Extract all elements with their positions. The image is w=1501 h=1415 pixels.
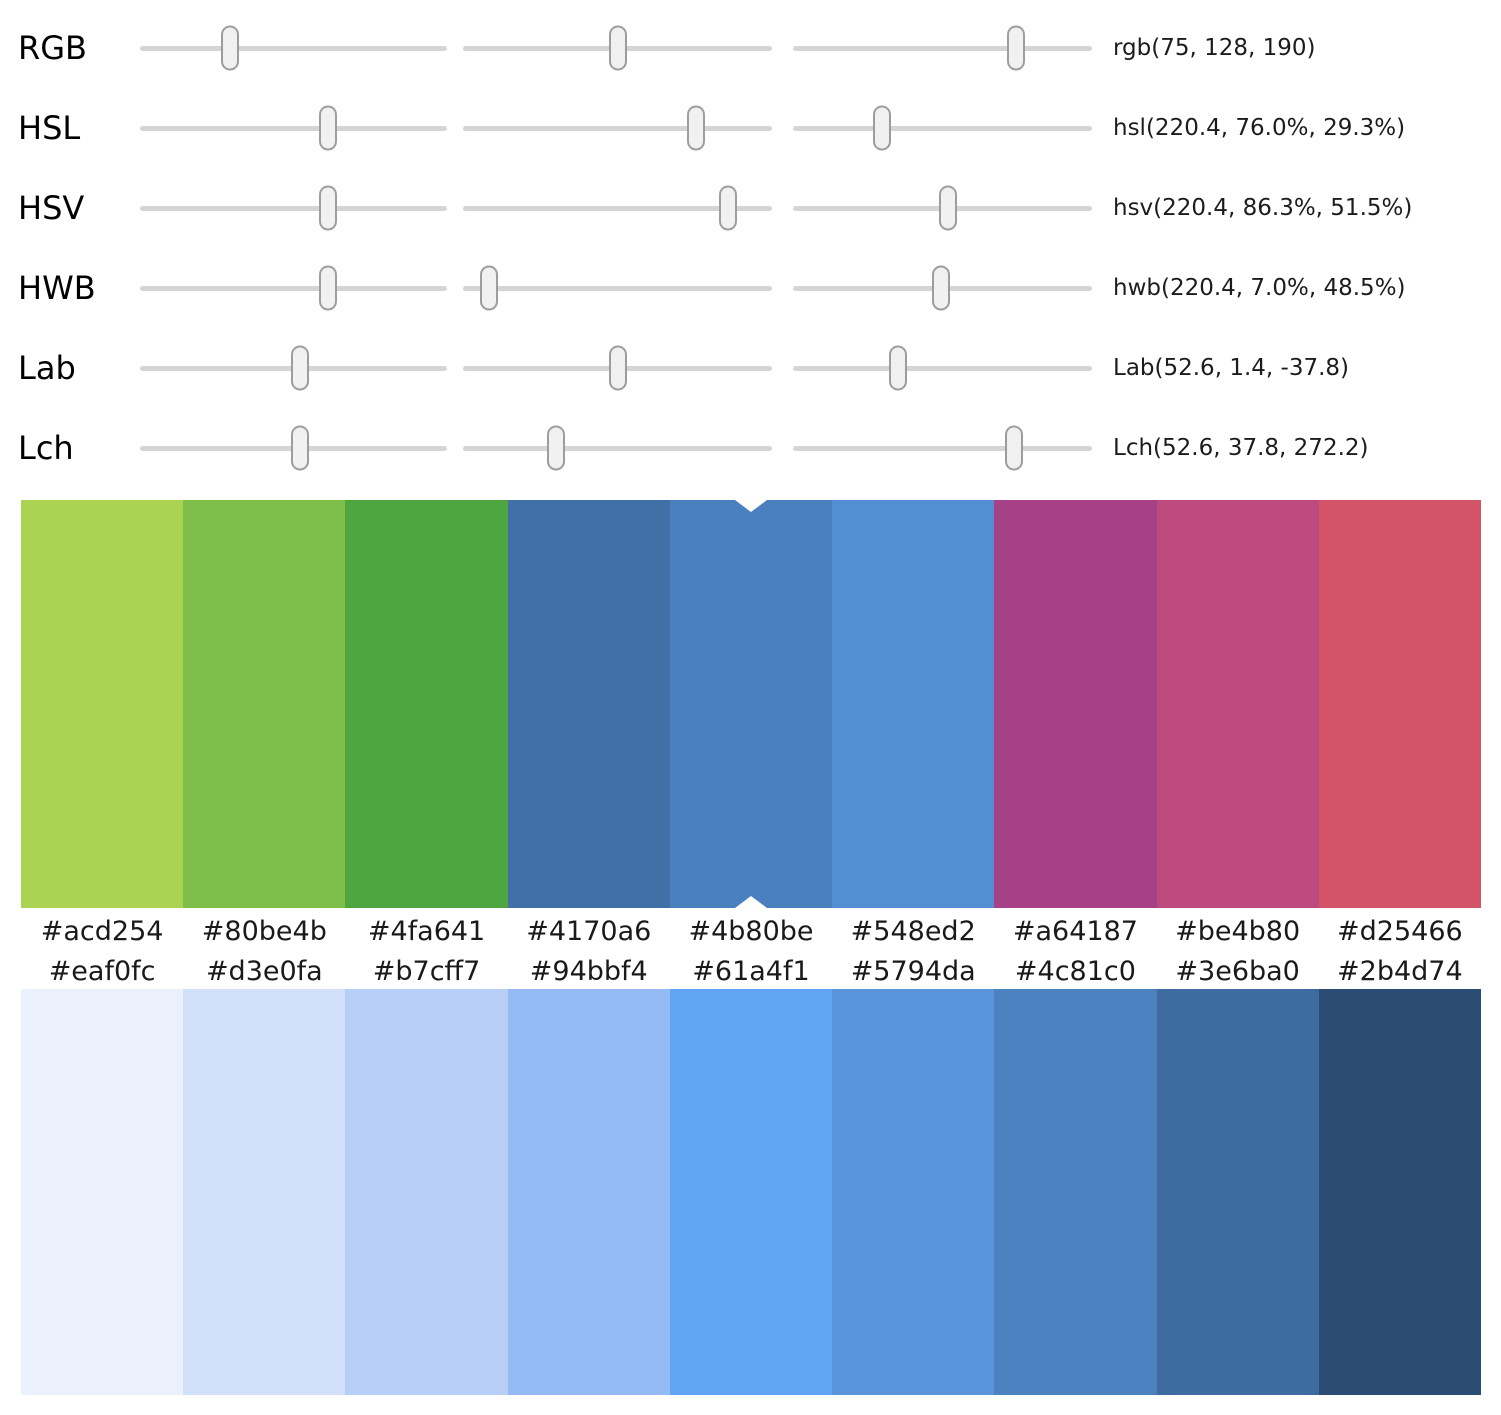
slider-row-hwb: HWB hwb(220.4, 7.0%, 48.5%) bbox=[0, 248, 1501, 328]
hsv-s-slider-track[interactable] bbox=[463, 185, 772, 231]
hex-label: #94bbf4 bbox=[529, 956, 648, 987]
slider-panel: RGB rgb(75, 128, 190) HSL hsl(220 bbox=[0, 0, 1501, 488]
slider-value-readout: Lab(52.6, 1.4, -37.8) bbox=[1113, 355, 1349, 381]
hwb-b-slider-track[interactable] bbox=[793, 265, 1092, 311]
slider-thumb[interactable] bbox=[719, 185, 738, 231]
hue-palette-labels: #acd254 #80be4b #4fa641 #4170a6 #4b80be … bbox=[21, 908, 1481, 954]
hsv-v-slider-track[interactable] bbox=[793, 185, 1092, 231]
lightness-swatch[interactable] bbox=[345, 989, 508, 1395]
slider-thumb[interactable] bbox=[932, 265, 950, 311]
slider-row-lab: Lab Lab(52.6, 1.4, -37.8) bbox=[0, 328, 1501, 408]
slider-thumb[interactable] bbox=[546, 425, 565, 471]
hue-swatch[interactable] bbox=[21, 500, 184, 908]
lightness-swatch[interactable] bbox=[21, 989, 184, 1395]
hex-label: #4fa641 bbox=[367, 915, 486, 947]
slider-row-label: RGB bbox=[18, 29, 87, 67]
hue-swatch[interactable] bbox=[1318, 500, 1481, 908]
hue-swatch[interactable] bbox=[345, 500, 508, 908]
slider-thumb[interactable] bbox=[290, 345, 309, 391]
selected-swatch-notch-top-icon bbox=[734, 500, 767, 512]
hex-label: #80be4b bbox=[201, 915, 327, 947]
hue-swatch[interactable] bbox=[183, 500, 346, 908]
hex-label: #b7cff7 bbox=[372, 956, 481, 987]
hex-label: #4c81c0 bbox=[1014, 956, 1136, 987]
hsl-l-slider-track[interactable] bbox=[793, 105, 1092, 151]
hue-swatch[interactable] bbox=[1156, 500, 1319, 908]
slider-value-readout: hsl(220.4, 76.0%, 29.3%) bbox=[1113, 115, 1406, 141]
lightness-swatch[interactable] bbox=[669, 989, 833, 1395]
slider-thumb[interactable] bbox=[318, 105, 337, 151]
hex-label: #61a4f1 bbox=[692, 956, 810, 987]
lightness-swatch[interactable] bbox=[832, 989, 995, 1395]
slider-row-rgb: RGB rgb(75, 128, 190) bbox=[0, 8, 1501, 88]
lab-b-slider-track[interactable] bbox=[793, 345, 1092, 391]
hex-label: #eaf0fc bbox=[48, 956, 156, 987]
lab-a-slider-track[interactable] bbox=[463, 345, 772, 391]
slider-row-lch: Lch Lch(52.6, 37.8, 272.2) bbox=[0, 408, 1501, 488]
rgb-b-slider-track[interactable] bbox=[793, 25, 1092, 71]
lightness-swatch[interactable] bbox=[994, 989, 1157, 1395]
hex-label: #548ed2 bbox=[850, 915, 976, 947]
hsl-h-slider-track[interactable] bbox=[140, 105, 447, 151]
hex-label: #5794da bbox=[850, 956, 976, 987]
lightness-swatch[interactable] bbox=[1318, 989, 1481, 1395]
hex-label: #2b4d74 bbox=[1337, 956, 1463, 987]
slider-row-hsl: HSL hsl(220.4, 76.0%, 29.3%) bbox=[0, 88, 1501, 168]
hue-swatch[interactable] bbox=[832, 500, 995, 908]
slider-thumb[interactable] bbox=[889, 345, 908, 391]
slider-thumb[interactable] bbox=[939, 185, 958, 231]
hsl-s-slider-track[interactable] bbox=[463, 105, 772, 151]
slider-thumb[interactable] bbox=[318, 265, 337, 311]
hex-label: #4170a6 bbox=[526, 915, 652, 947]
slider-thumb[interactable] bbox=[609, 25, 628, 71]
hue-swatch[interactable] bbox=[994, 500, 1157, 908]
lch-h-slider-track[interactable] bbox=[793, 425, 1092, 471]
hue-swatch[interactable] bbox=[507, 500, 670, 908]
slider-row-label: HSV bbox=[18, 189, 85, 227]
hsv-h-slider-track[interactable] bbox=[140, 185, 447, 231]
slider-row-label: HSL bbox=[18, 109, 81, 147]
slider-thumb[interactable] bbox=[1005, 425, 1024, 471]
hex-label: #d3e0fa bbox=[205, 956, 323, 987]
lightness-palette-labels: #eaf0fc #d3e0fa #b7cff7 #94bbf4 #61a4f1 … bbox=[21, 954, 1481, 989]
lch-l-slider-track[interactable] bbox=[140, 425, 447, 471]
slider-thumb[interactable] bbox=[1006, 25, 1025, 71]
slider-row-hsv: HSV hsv(220.4, 86.3%, 51.5%) bbox=[0, 168, 1501, 248]
hue-swatch[interactable] bbox=[669, 500, 833, 908]
lightness-swatch[interactable] bbox=[507, 989, 670, 1395]
slider-value-readout: Lch(52.6, 37.8, 272.2) bbox=[1113, 435, 1369, 461]
hex-label: #d25466 bbox=[1337, 915, 1463, 947]
lightness-swatch[interactable] bbox=[183, 989, 346, 1395]
lab-l-slider-track[interactable] bbox=[140, 345, 447, 391]
rgb-r-slider-track[interactable] bbox=[140, 25, 447, 71]
lightness-palette bbox=[21, 989, 1481, 1395]
lch-c-slider-track[interactable] bbox=[463, 425, 772, 471]
hue-palette bbox=[21, 500, 1481, 908]
slider-thumb[interactable] bbox=[873, 105, 892, 151]
lightness-swatch[interactable] bbox=[1156, 989, 1319, 1395]
hex-label: #a64187 bbox=[1012, 915, 1138, 947]
palette-section: #acd254 #80be4b #4fa641 #4170a6 #4b80be … bbox=[21, 500, 1481, 1395]
hwb-w-slider-track[interactable] bbox=[463, 265, 772, 311]
slider-value-readout: hwb(220.4, 7.0%, 48.5%) bbox=[1113, 275, 1406, 301]
slider-thumb[interactable] bbox=[687, 105, 706, 151]
hex-label: #acd254 bbox=[40, 915, 164, 947]
slider-value-readout: hsv(220.4, 86.3%, 51.5%) bbox=[1113, 195, 1413, 221]
slider-thumb[interactable] bbox=[480, 265, 499, 311]
slider-thumb[interactable] bbox=[221, 25, 240, 71]
slider-thumb[interactable] bbox=[609, 345, 628, 391]
slider-thumb[interactable] bbox=[290, 425, 309, 471]
slider-row-label: Lch bbox=[18, 429, 74, 467]
slider-row-label: Lab bbox=[18, 349, 76, 387]
hwb-h-slider-track[interactable] bbox=[140, 265, 447, 311]
slider-thumb[interactable] bbox=[318, 185, 337, 231]
slider-value-readout: rgb(75, 128, 190) bbox=[1113, 35, 1316, 61]
hex-label: #be4b80 bbox=[1175, 915, 1301, 947]
rgb-g-slider-track[interactable] bbox=[463, 25, 772, 71]
selected-swatch-notch-bottom-icon bbox=[734, 896, 767, 908]
hex-label: #3e6ba0 bbox=[1175, 956, 1300, 987]
slider-row-label: HWB bbox=[18, 269, 96, 307]
hex-label: #4b80be bbox=[688, 915, 814, 947]
